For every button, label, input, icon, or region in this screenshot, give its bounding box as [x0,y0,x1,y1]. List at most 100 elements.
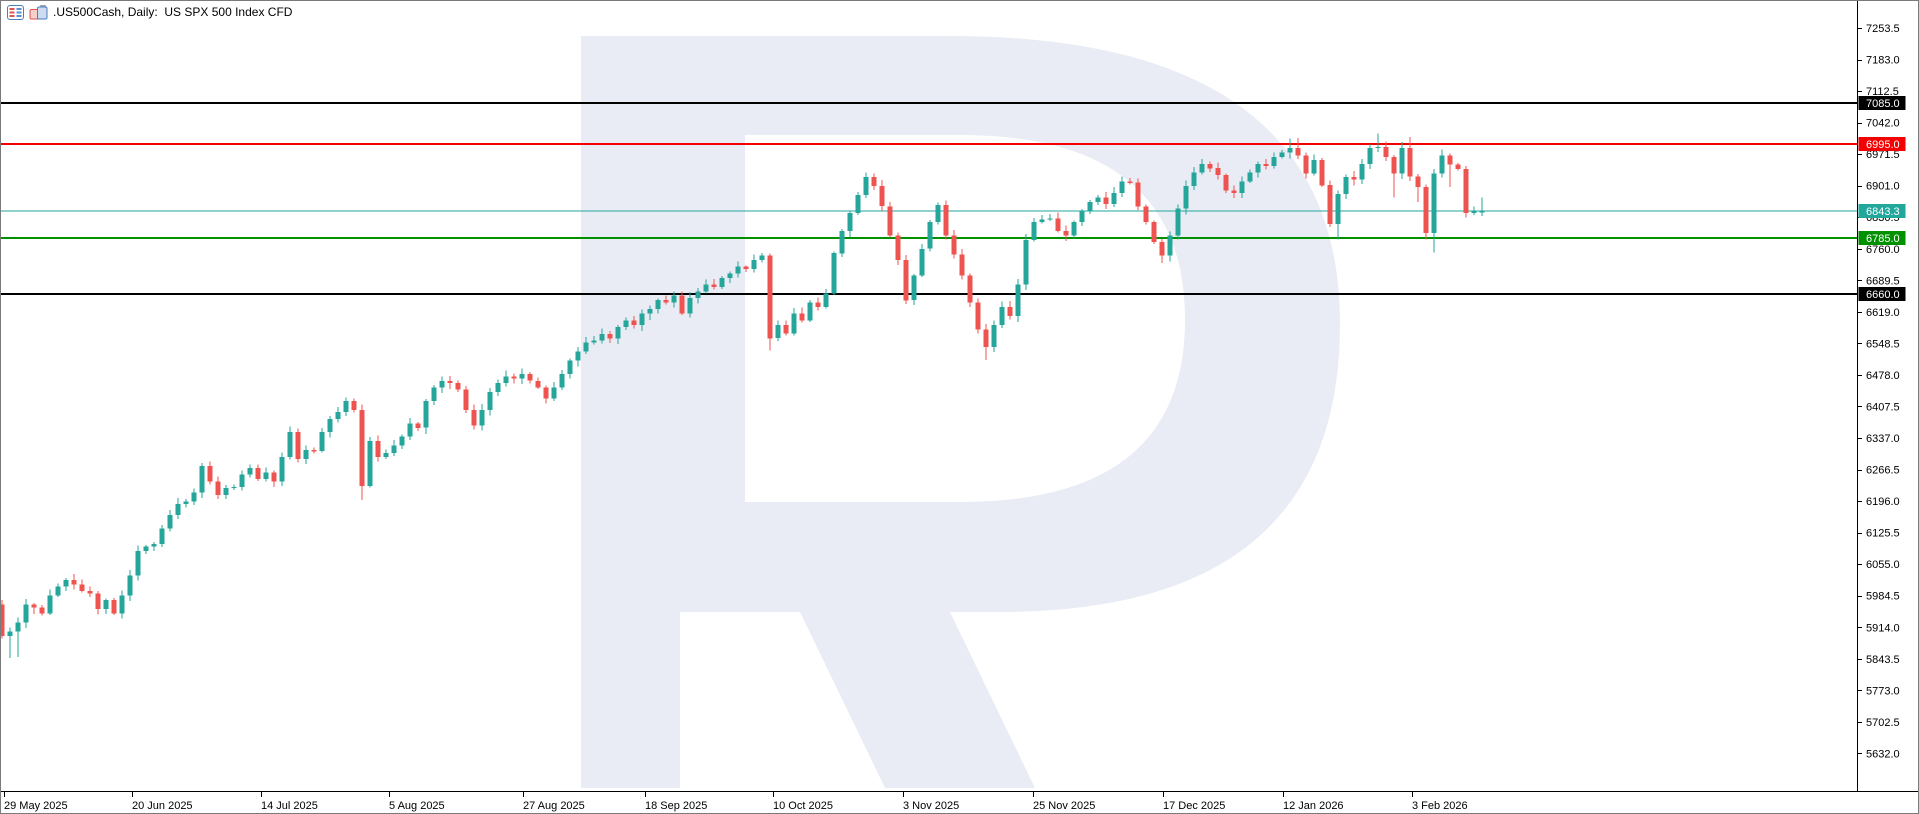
candle-body [679,295,685,314]
price-tick-label: 5632.0 [1866,749,1900,761]
candle-body [1431,173,1437,234]
candle-body [663,300,669,303]
candle-body [151,544,157,547]
candle-body [207,465,213,482]
watermark-stem [581,36,680,788]
candle-body [927,221,933,249]
candle-body [879,186,885,207]
candle-body [1415,176,1421,187]
candle-body [911,275,917,301]
candle-body [615,327,621,339]
candle-body [1175,208,1181,236]
candle-body [871,177,877,187]
candle-body [527,374,533,381]
price-axis[interactable]: 7253.57183.07112.57042.06971.56901.06830… [1857,23,1900,761]
price-tick-label: 6971.5 [1866,149,1900,161]
candle-body [287,432,293,457]
candle-body [1375,146,1381,149]
candle-body [1271,157,1277,166]
price-tick-label: 6125.5 [1866,528,1900,540]
candle-body [1463,169,1469,213]
candle-body [431,387,437,401]
candle-body [1407,148,1413,177]
candle-body [111,600,117,614]
candle-body [23,604,29,623]
candle-body [823,293,829,307]
candle-body [463,389,469,410]
candle-body [343,400,349,413]
candle-body [1231,190,1237,193]
candle-body [1039,219,1045,222]
candle-body [887,206,893,236]
candle-body [983,329,989,348]
candle-body [1143,206,1149,222]
price-tick-label: 6478.0 [1866,370,1900,382]
candle-body [215,481,221,495]
candle-body [1279,152,1285,158]
quotes-table-icon[interactable] [7,4,24,20]
candle-body [863,177,869,196]
price-tick-label: 6337.0 [1866,433,1900,445]
time-axis[interactable]: 29 May 2025 20 Jun 2025 14 Jul 2025 5 Aug 2… [4,791,1468,812]
candle-body [255,468,261,480]
price-tick-label: 6407.5 [1866,402,1900,414]
candle-body [0,604,5,636]
candle-body [1311,160,1317,174]
candle-body [199,465,205,493]
date-tick-label: 10 Oct 2025 [773,800,833,812]
candle-body [543,387,549,399]
candle-body [1479,211,1485,213]
candle-body [551,387,557,399]
price-badge-label: 6785.0 [1866,233,1900,245]
candle-body [1127,181,1133,183]
candle-body [1423,187,1429,234]
price-badge-label: 6843.3 [1866,206,1900,218]
candle-body [1207,163,1213,169]
price-badge [1858,231,1906,245]
date-tick-label: 3 Feb 2026 [1412,800,1468,812]
candle-body [231,486,237,489]
candle-body [263,472,269,480]
candle-body [807,302,813,321]
candle-body [1079,210,1085,222]
candle-body [175,503,181,515]
candle-body [655,300,661,310]
candle-body [415,423,421,428]
candle-body [1063,230,1069,236]
candle-body [47,595,53,614]
candle-body [671,295,677,303]
date-tick-label: 17 Dec 2025 [1163,800,1225,812]
price-tick-label: 6055.0 [1866,559,1900,571]
candle-body [727,273,733,278]
date-tick-label: 18 Sep 2025 [645,800,707,812]
candle-body [583,342,589,352]
candle-body [1199,163,1205,173]
candle-body [479,409,485,426]
candle-body [703,284,709,292]
candle-body [1223,174,1229,191]
candle-body [1351,177,1357,180]
candles[interactable] [0,133,1485,659]
candle-body [351,400,357,410]
candle-body [127,575,133,596]
candle-body [183,501,189,504]
candle-body [1167,235,1173,256]
candle-body [1183,186,1189,209]
candle-body [959,254,965,276]
candle-body [119,595,125,614]
candle-body [135,550,141,576]
candle-body [1335,194,1341,225]
candle-body [815,302,821,307]
candle-body [687,298,693,314]
price-badge-label: 7085.0 [1866,98,1900,110]
candle-body [487,391,493,410]
watermark-leg [800,612,1035,788]
price-tick-label: 7253.5 [1866,23,1900,35]
chart-windows-icon[interactable] [29,4,48,20]
price-badge [1858,96,1906,110]
candle-body [39,607,45,614]
candle-body [271,472,277,482]
candle-body [919,248,925,276]
